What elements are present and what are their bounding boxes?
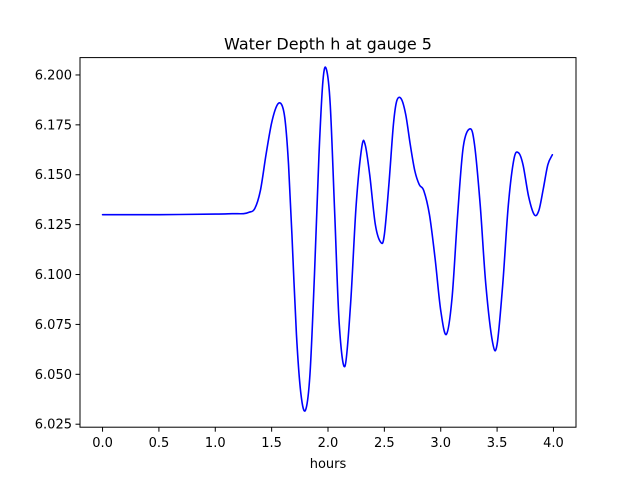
- y-tick-label: 6.175: [35, 118, 72, 133]
- x-tick-label: 0.0: [92, 436, 113, 451]
- x-tick-label: 4.0: [543, 436, 564, 451]
- x-tick-label: 3.0: [430, 436, 451, 451]
- x-axis-title: hours: [310, 457, 347, 472]
- y-axis: 6.025 6.050 6.075 6.100 6.125 6.150 6.175 6.200: [35, 68, 80, 433]
- y-tick-label: 6.025: [35, 418, 72, 433]
- y-tick-label: 6.050: [35, 368, 72, 383]
- y-tick-label: 6.150: [35, 168, 72, 183]
- x-tick-label: 0.5: [149, 436, 170, 451]
- plot-frame: [79, 57, 577, 428]
- x-tick-label: 1.0: [205, 436, 226, 451]
- y-tick-label: 6.200: [35, 68, 72, 83]
- series-line: [101, 66, 554, 412]
- y-tick-label: 6.075: [35, 318, 72, 333]
- x-tick-label: 2.5: [374, 436, 395, 451]
- x-tick-label: 3.5: [487, 436, 508, 451]
- y-tick-label: 6.125: [35, 218, 72, 233]
- y-tick-label: 6.100: [35, 268, 72, 283]
- chart-title: Water Depth h at gauge 5: [224, 35, 432, 54]
- x-axis: 0.0 0.5 1.0 1.5 2.0 2.5 3.0 3.5 4.0: [92, 427, 564, 451]
- x-tick-label: 1.5: [261, 436, 282, 451]
- x-tick-label: 2.0: [318, 436, 339, 451]
